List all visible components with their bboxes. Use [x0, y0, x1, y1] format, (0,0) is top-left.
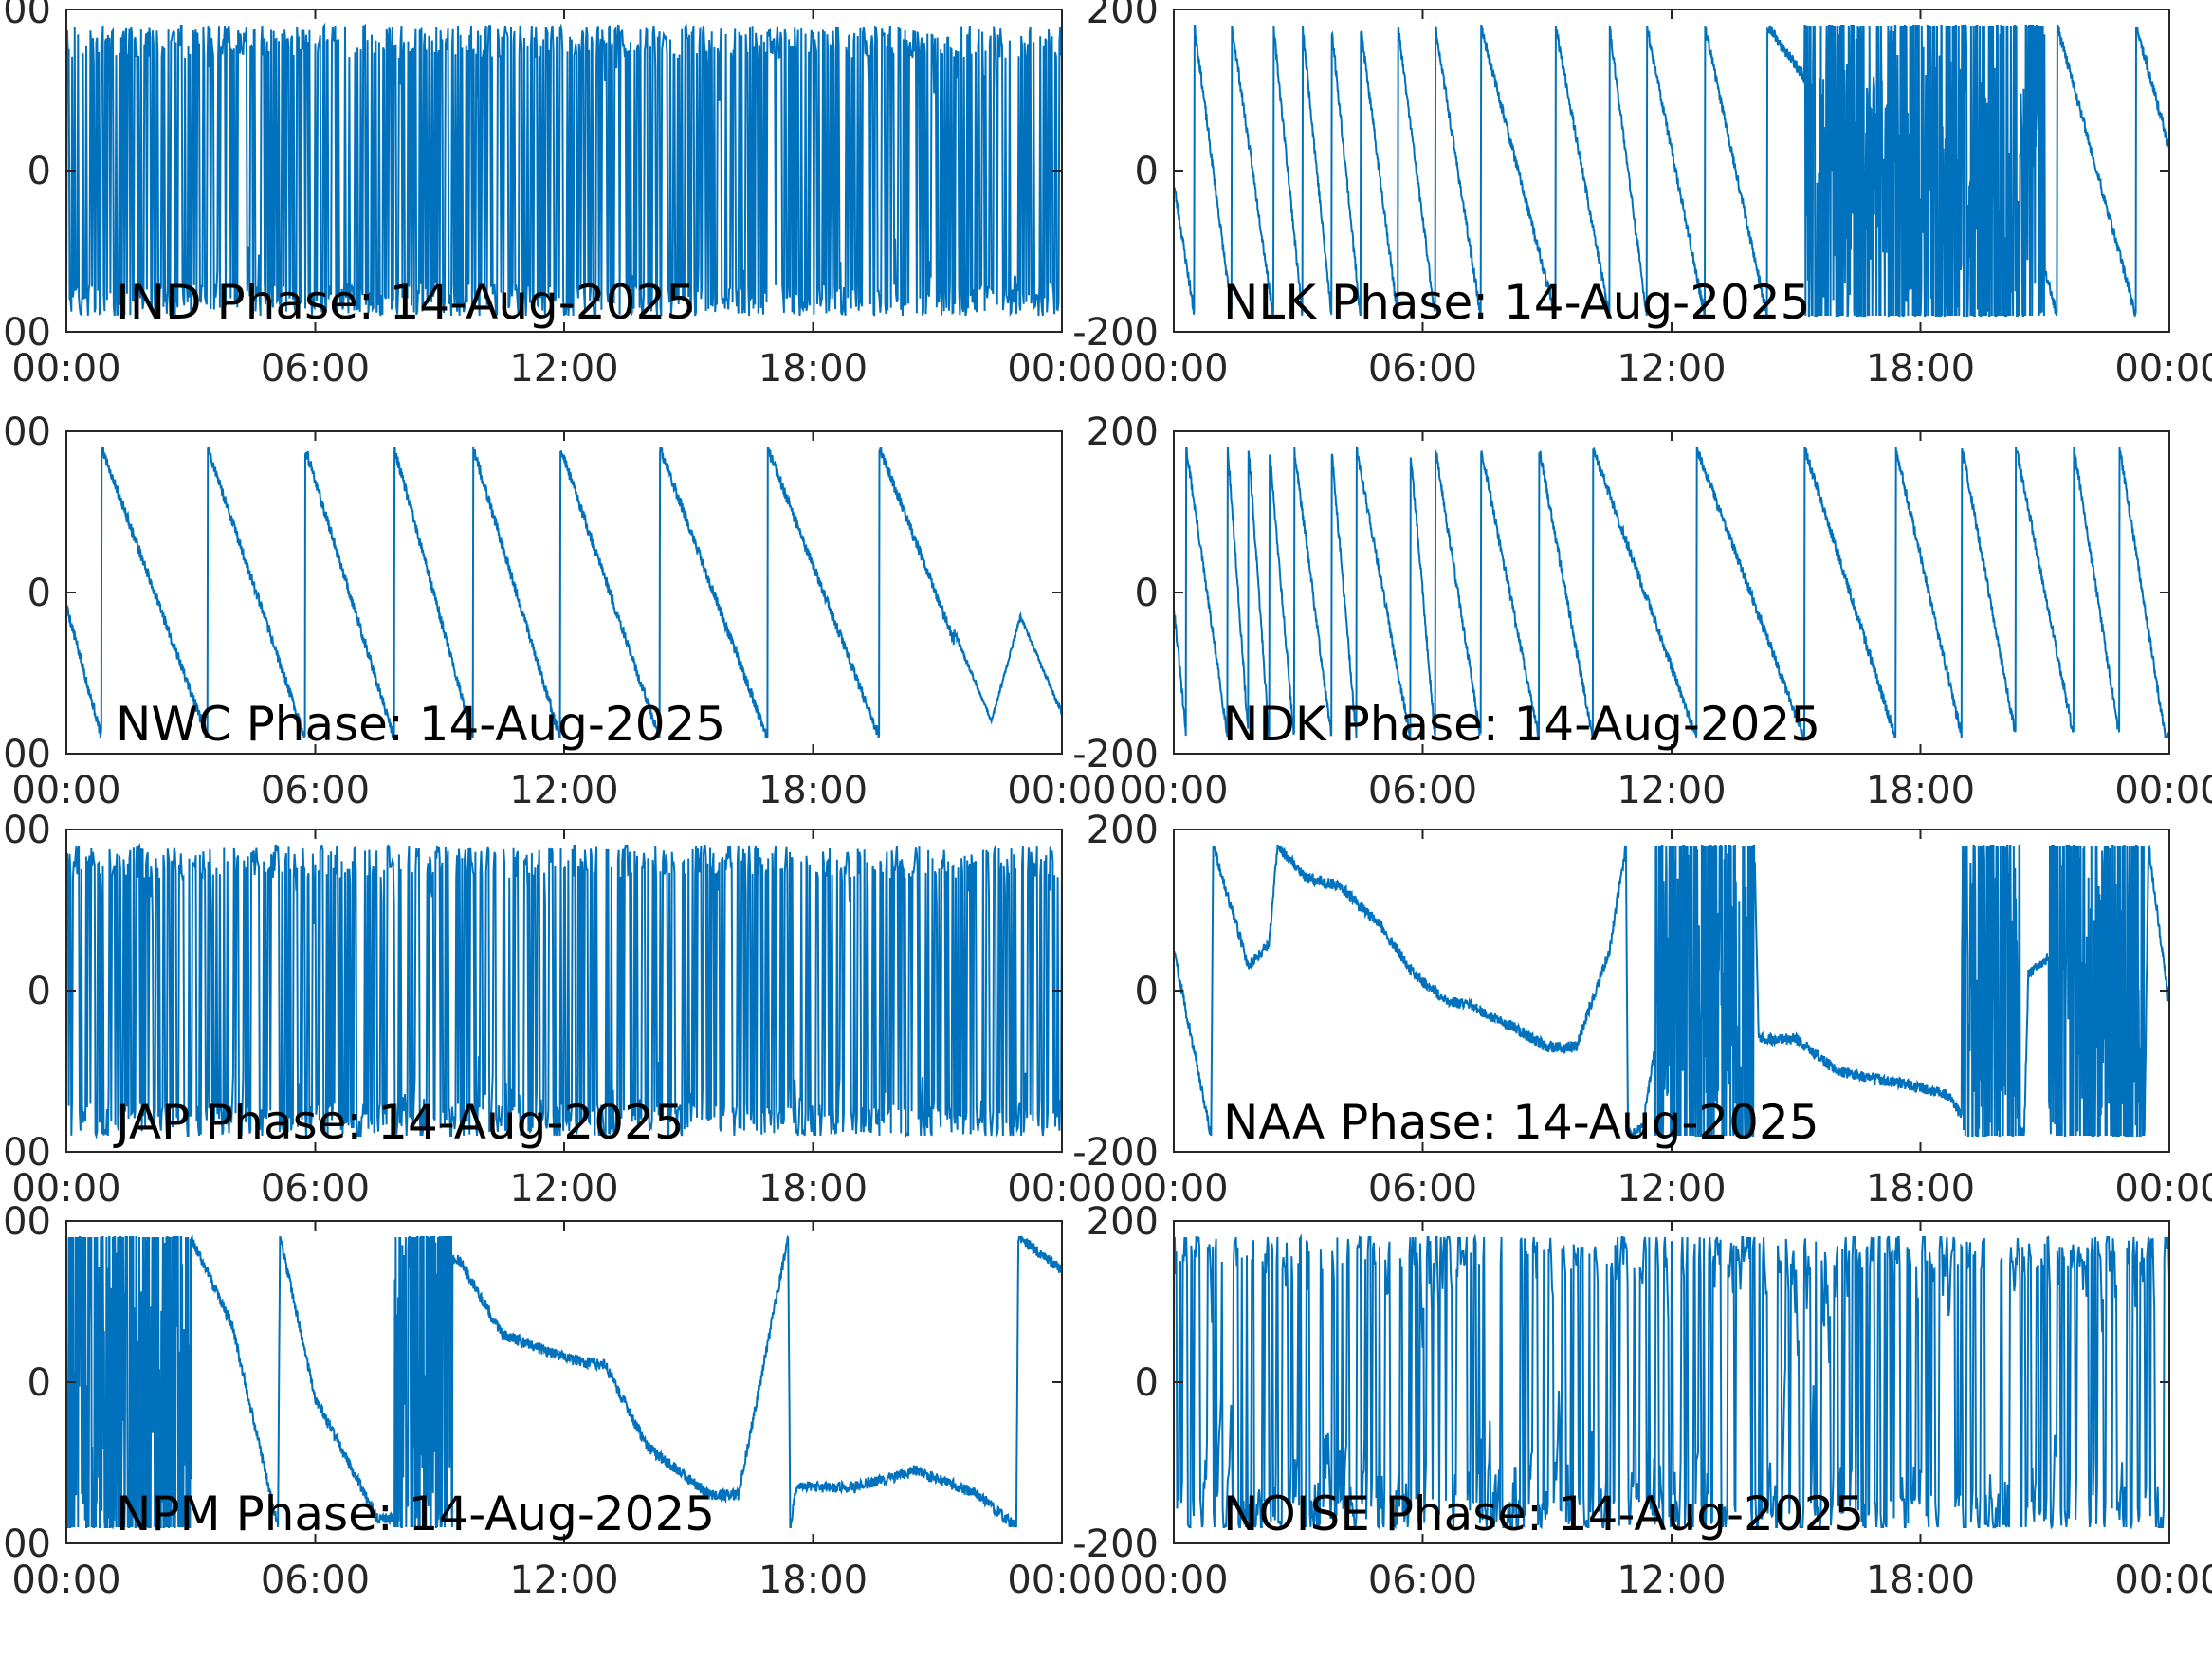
- x-tick-label: 12:00: [509, 347, 618, 391]
- x-tick-label: 18:00: [1866, 1559, 1975, 1602]
- y-tick-label: 0: [27, 150, 51, 193]
- panel-title: NPM Phase: 14-Aug-2025: [116, 1486, 715, 1541]
- x-tick-label: 00:00: [2114, 769, 2212, 812]
- x-tick-label: 12:00: [1617, 769, 1726, 812]
- panel-title: NAA Phase: 14-Aug-2025: [1223, 1095, 1819, 1150]
- x-tick-label: 06:00: [1368, 769, 1477, 812]
- y-tick-label: -200: [1072, 311, 1159, 355]
- y-tick-label: 200: [1087, 0, 1159, 32]
- x-tick-label: 00:00: [11, 1559, 120, 1602]
- panel-title: NWC Phase: 14-Aug-2025: [116, 697, 725, 752]
- x-tick-label: 12:00: [509, 769, 618, 812]
- y-tick-label: 0: [27, 1361, 51, 1405]
- phase-series-line: [1174, 844, 2169, 1139]
- panel-title: JAP Phase: 14-Aug-2025: [113, 1095, 685, 1150]
- phase-series-line: [66, 843, 1062, 1139]
- y-tick-label: -200: [1072, 1522, 1159, 1566]
- x-tick-label: 18:00: [759, 1167, 868, 1211]
- x-tick-label: 18:00: [759, 769, 868, 812]
- x-tick-label: 00:00: [2114, 347, 2212, 391]
- y-tick-label: -200: [0, 311, 51, 355]
- y-tick-label: 0: [1135, 150, 1159, 193]
- x-tick-label: 06:00: [261, 1559, 370, 1602]
- x-tick-label: 00:00: [2114, 1559, 2212, 1602]
- y-tick-label: 200: [1087, 1200, 1159, 1244]
- x-tick-label: 12:00: [509, 1167, 618, 1211]
- x-tick-label: 00:00: [1119, 1167, 1228, 1211]
- x-tick-label: 06:00: [261, 1167, 370, 1211]
- x-tick-label: 00:00: [1007, 1559, 1116, 1602]
- phase-series-line: [1174, 23, 2169, 318]
- y-tick-label: -200: [0, 733, 51, 776]
- x-tick-label: 00:00: [1119, 1559, 1228, 1602]
- x-tick-label: 00:00: [1007, 1167, 1116, 1211]
- panel-title: IND Phase: 14-Aug-2025: [116, 275, 696, 330]
- y-tick-label: 0: [1135, 1361, 1159, 1405]
- phase-series-line: [1174, 1233, 2169, 1530]
- x-tick-label: 18:00: [759, 347, 868, 391]
- y-tick-label: 0: [27, 572, 51, 615]
- y-tick-label: 0: [1135, 970, 1159, 1013]
- y-tick-label: -200: [0, 1522, 51, 1566]
- x-tick-label: 06:00: [1368, 1167, 1477, 1211]
- y-tick-label: 200: [1087, 809, 1159, 852]
- y-tick-label: 0: [1135, 572, 1159, 615]
- x-tick-label: 06:00: [261, 769, 370, 812]
- phase-series-line: [66, 447, 1062, 740]
- phase-series-line: [66, 22, 1062, 319]
- x-tick-label: 18:00: [1866, 769, 1975, 812]
- x-tick-label: 00:00: [1119, 347, 1228, 391]
- phase-series-line: [1174, 446, 2169, 740]
- y-tick-label: 0: [27, 970, 51, 1013]
- y-tick-label: 200: [1087, 410, 1159, 454]
- y-tick-label: -200: [1072, 733, 1159, 776]
- y-tick-label: 200: [0, 410, 51, 454]
- x-tick-label: 06:00: [261, 347, 370, 391]
- y-tick-label: -200: [0, 1131, 51, 1175]
- x-tick-label: 18:00: [759, 1559, 868, 1602]
- y-tick-label: -200: [1072, 1131, 1159, 1175]
- panel-title: NDK Phase: 14-Aug-2025: [1223, 697, 1820, 752]
- x-tick-label: 12:00: [509, 1559, 618, 1602]
- phase-series-line: [66, 1234, 1062, 1530]
- x-tick-label: 00:00: [11, 769, 120, 812]
- x-tick-label: 06:00: [1368, 1559, 1477, 1602]
- x-tick-label: 06:00: [1368, 347, 1477, 391]
- y-tick-label: 200: [0, 0, 51, 32]
- x-tick-label: 00:00: [2114, 1167, 2212, 1211]
- panel-title: NOISE Phase: 14-Aug-2025: [1223, 1486, 1864, 1541]
- x-tick-label: 12:00: [1617, 1559, 1726, 1602]
- x-tick-label: 12:00: [1617, 1167, 1726, 1211]
- x-tick-label: 00:00: [1007, 769, 1116, 812]
- x-tick-label: 00:00: [11, 347, 120, 391]
- y-tick-label: 200: [0, 1200, 51, 1244]
- x-tick-label: 18:00: [1866, 347, 1975, 391]
- x-tick-label: 18:00: [1866, 1167, 1975, 1211]
- x-tick-label: 12:00: [1617, 347, 1726, 391]
- x-tick-label: 00:00: [11, 1167, 120, 1211]
- y-tick-label: 200: [0, 809, 51, 852]
- x-tick-label: 00:00: [1119, 769, 1228, 812]
- x-tick-label: 00:00: [1007, 347, 1116, 391]
- panel-title: NLK Phase: 14-Aug-2025: [1223, 275, 1810, 330]
